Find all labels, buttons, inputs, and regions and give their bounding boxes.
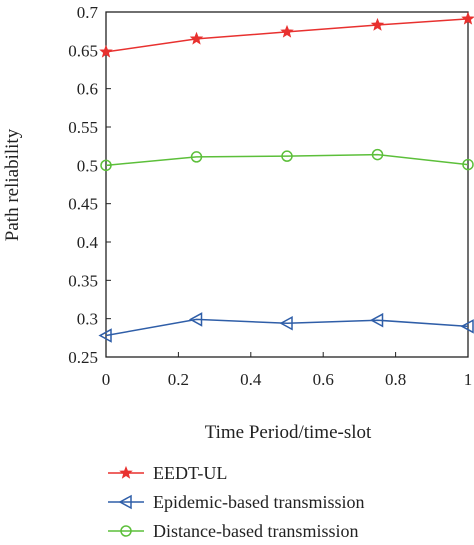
data-point <box>370 17 385 31</box>
legend-marker <box>119 465 133 479</box>
x-tick-label: 0.4 <box>240 370 262 389</box>
data-point <box>189 31 204 45</box>
x-tick-label: 0.2 <box>168 370 189 389</box>
x-tick-label: 0 <box>102 370 111 389</box>
x-tick-label: 0.6 <box>313 370 334 389</box>
plot-frame <box>105 11 469 358</box>
data-point <box>281 150 293 162</box>
y-tick-label: 0.5 <box>77 156 98 175</box>
data-point <box>279 316 293 331</box>
data-point <box>190 151 203 163</box>
y-tick-label: 0.65 <box>68 41 98 60</box>
y-tick-label: 0.7 <box>77 3 99 22</box>
data-point <box>98 328 112 343</box>
plot-area: 0.25 0.3 0.35 0.4 0.45 0.5 0.55 0.6 0.65 0.7 0 0.2 0… <box>68 3 474 389</box>
y-tick-label: 0.25 <box>68 348 98 367</box>
legend: EEDT-UL Epidemic-based transmission Distan… <box>108 463 364 541</box>
data-point <box>280 24 294 38</box>
data-point <box>100 159 112 172</box>
data-point <box>188 312 203 327</box>
y-tick-label: 0.35 <box>68 271 98 290</box>
y-tick-label: 0.3 <box>77 310 98 329</box>
series-line <box>105 153 469 167</box>
data-point <box>369 312 384 328</box>
legend-entry-label: EEDT-UL <box>153 463 227 483</box>
data-point <box>99 44 113 58</box>
series-line <box>105 318 469 337</box>
y-tick-label: 0.45 <box>68 195 98 214</box>
legend-entry-label: Epidemic-based transmission <box>153 492 364 512</box>
series-line <box>105 18 469 53</box>
y-tick-label: 0.6 <box>77 80 98 99</box>
legend-marker <box>120 525 132 537</box>
x-tick-label: 0.8 <box>385 370 406 389</box>
x-tick-label: 1 <box>464 370 473 389</box>
y-axis-label: Path reliability <box>2 128 23 241</box>
x-axis-label: Time Period/time-slot <box>205 422 372 443</box>
data-point <box>461 11 474 25</box>
data-point <box>371 148 384 161</box>
data-point <box>460 319 474 334</box>
y-tick-label: 0.4 <box>77 233 99 252</box>
legend-marker <box>118 494 132 510</box>
data-point <box>462 158 474 171</box>
legend-entry-label: Distance-based transmission <box>153 521 358 541</box>
y-tick-label: 0.55 <box>68 118 98 137</box>
